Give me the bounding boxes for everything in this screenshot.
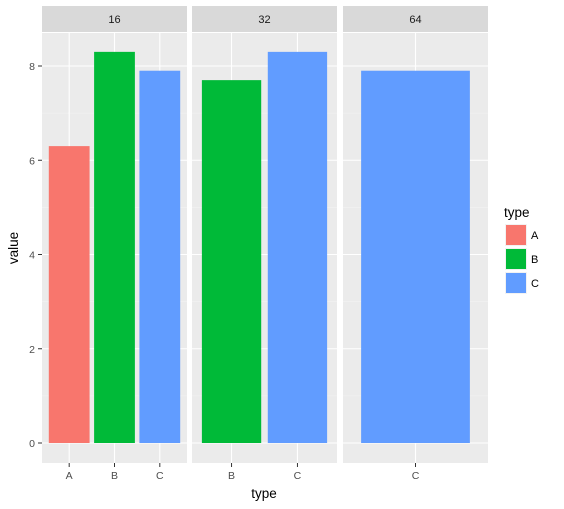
bar-64-C (361, 70, 470, 444)
y-tick-label: 8 (29, 61, 35, 73)
legend-label-B: B (531, 254, 538, 266)
legend-swatch-C (506, 273, 526, 293)
bar-32-B (201, 80, 262, 443)
facet-panels: 16 A B C 32 B C 64 C (42, 6, 488, 482)
y-tick-label: 4 (29, 250, 35, 262)
legend-swatch-A (506, 225, 526, 245)
x-tick-label: A (66, 470, 73, 482)
facet-panel-16: 16 A B C (42, 6, 187, 482)
x-tick-label: C (156, 470, 164, 482)
y-axis: 0 2 4 6 8 (29, 61, 42, 450)
facet-panel-64: 64 C (343, 6, 488, 482)
x-tick-label: C (294, 470, 302, 482)
facet-panel-32: 32 B C (192, 6, 337, 482)
x-tick-label: B (228, 470, 235, 482)
x-tick-label: C (412, 470, 420, 482)
bar-32-C (267, 51, 328, 444)
facet-strip (42, 6, 187, 32)
legend-swatch-B (506, 249, 526, 269)
facet-strip-label: 16 (108, 14, 120, 26)
x-tick-label: B (111, 470, 118, 482)
facet-strip-label: 32 (258, 14, 270, 26)
legend-label-A: A (531, 230, 539, 242)
y-axis-title: value (6, 232, 21, 264)
facet-strip (192, 6, 337, 32)
bar-16-A (48, 146, 90, 444)
x-axis-title: type (251, 486, 277, 501)
facet-strip (343, 6, 488, 32)
y-tick-label: 0 (29, 438, 35, 450)
legend-label-C: C (531, 278, 539, 290)
legend-title: type (504, 205, 530, 220)
bar-16-B (94, 51, 135, 444)
y-tick-label: 2 (29, 344, 35, 356)
legend: type ABC (504, 205, 539, 294)
y-tick-label: 6 (29, 155, 35, 167)
facet-strip-label: 64 (409, 14, 421, 26)
bar-16-C (139, 70, 181, 444)
